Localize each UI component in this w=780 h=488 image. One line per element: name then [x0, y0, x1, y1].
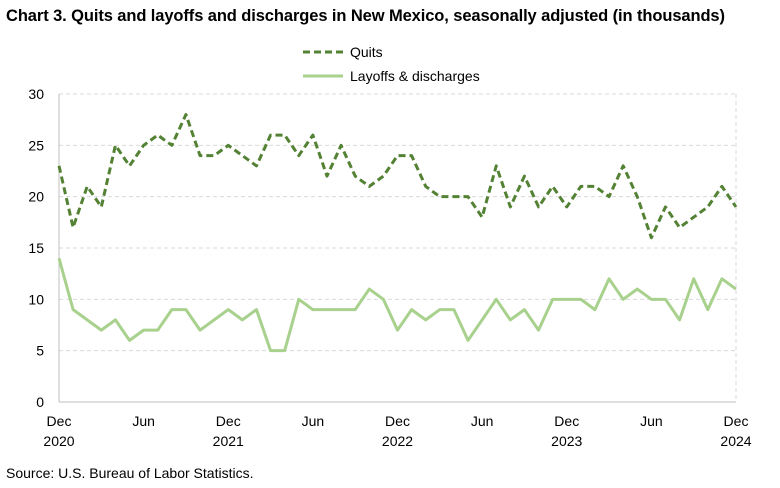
- chart-title: Chart 3. Quits and layoffs and discharge…: [6, 7, 725, 25]
- legend: Quits Layoffs & discharges: [303, 44, 480, 84]
- series-line-quits: [57, 113, 738, 240]
- x-tick-label: Dec: [554, 413, 579, 429]
- x-tick-label: Jun: [302, 413, 325, 429]
- x-tick-label: Dec: [385, 413, 410, 429]
- x-tick-year-label: 2023: [551, 433, 582, 449]
- x-tick-label: Dec: [724, 413, 749, 429]
- x-tick-label: Jun: [132, 413, 155, 429]
- source-note: Source: U.S. Bureau of Labor Statistics.: [6, 465, 254, 481]
- y-tick-label: 0: [36, 394, 44, 410]
- legend-label: Quits: [350, 44, 383, 60]
- legend-label: Layoffs & discharges: [350, 68, 480, 84]
- y-tick-label: 15: [28, 240, 44, 256]
- x-tick-year-label: 2022: [382, 433, 413, 449]
- x-tick-year-label: 2020: [43, 433, 74, 449]
- y-tick-label: 10: [28, 291, 44, 307]
- y-tick-label: 5: [36, 343, 44, 359]
- axes: 0 5 10 15 20 25 30 Dec 2020 Jun Dec 2021 Jun Dec 2022 J…: [28, 86, 751, 449]
- y-tick-label: 20: [28, 189, 44, 205]
- x-tick-label: Jun: [640, 413, 663, 429]
- y-tick-label: 25: [28, 137, 44, 153]
- x-tick-label: Dec: [47, 413, 72, 429]
- x-tick-label: Dec: [216, 413, 241, 429]
- x-tick-label: Jun: [471, 413, 494, 429]
- x-tick-year-label: 2024: [720, 433, 751, 449]
- series-line-layoffs-discharges: [57, 257, 737, 353]
- x-tick-year-label: 2021: [213, 433, 244, 449]
- gridlines: [59, 93, 737, 402]
- y-tick-label: 30: [28, 86, 44, 102]
- series-lines: [57, 113, 738, 353]
